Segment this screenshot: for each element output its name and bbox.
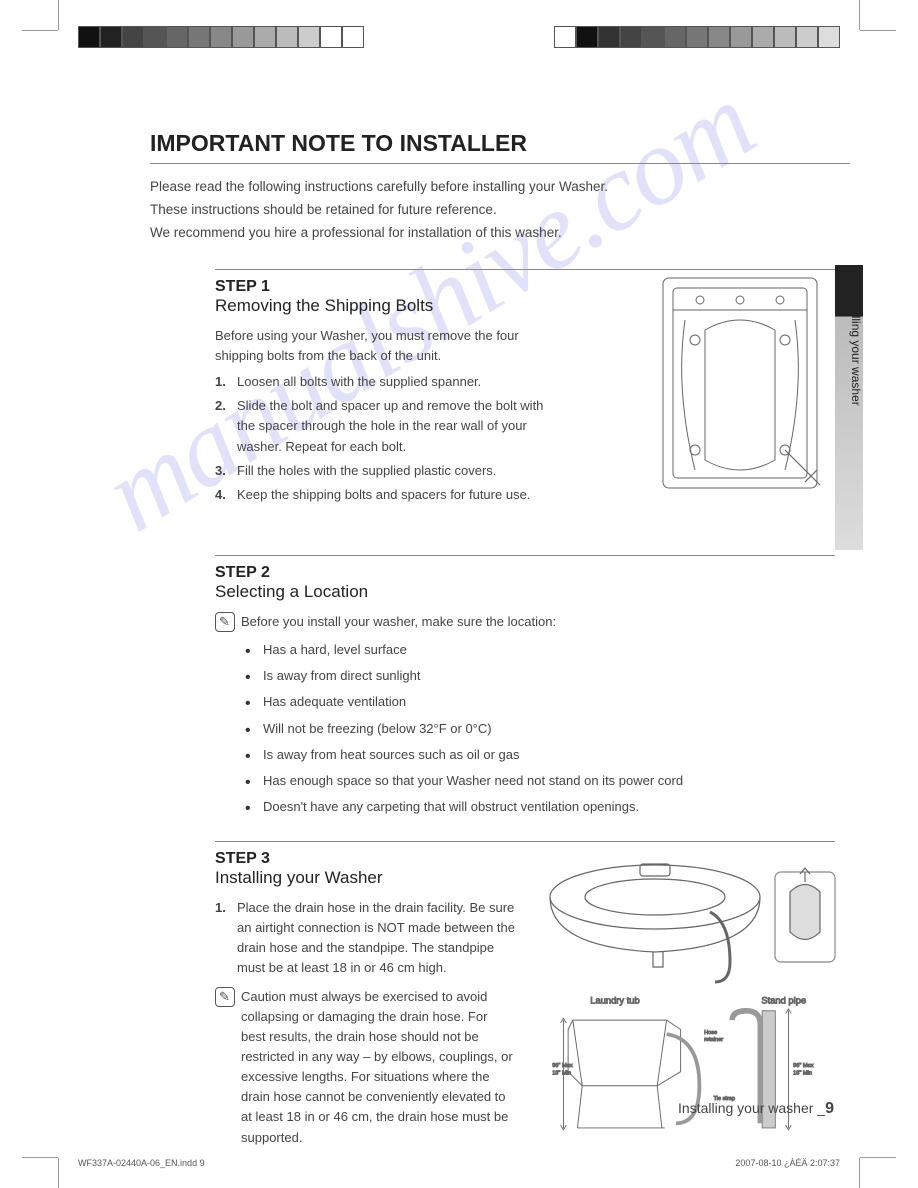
step2-title: Selecting a Location (215, 582, 835, 602)
svg-text:96" Max: 96" Max (793, 1063, 814, 1069)
list-text: Slide the bolt and spacer up and remove … (237, 398, 543, 453)
list-item: Is away from direct sunlight (245, 666, 835, 686)
crop-mark (860, 30, 896, 31)
list-text: Is away from heat sources such as oil or… (263, 747, 520, 762)
step2-body: Before you install your washer, make sur… (215, 612, 835, 817)
list-item: Doesn't have any carpeting that will obs… (245, 797, 835, 817)
list-text: Has a hard, level surface (263, 642, 407, 657)
step1-list: 1.Loosen all bolts with the supplied spa… (215, 372, 555, 505)
print-color-bar-right (554, 26, 840, 48)
svg-text:18" Min: 18" Min (552, 1071, 571, 1077)
print-color-bar-left (78, 26, 364, 48)
stand-pipe-label: Stand pipe (761, 995, 806, 1005)
svg-text:18" Min: 18" Min (793, 1071, 812, 1077)
list-item: Has a hard, level surface (245, 640, 835, 660)
step3-body: 1.Place the drain hose in the drain faci… (215, 898, 515, 1148)
step3-caution: Caution must always be exercised to avoi… (241, 987, 515, 1148)
step2-label: STEP 2 (215, 564, 835, 582)
list-item: Will not be freezing (below 32°F or 0°C) (245, 719, 835, 739)
step2-bullets: Has a hard, level surface Is away from d… (215, 640, 835, 817)
svg-text:retainer: retainer (704, 1037, 723, 1043)
list-item: Has enough space so that your Washer nee… (245, 771, 835, 791)
sink-diagram (535, 852, 845, 992)
list-text: Doesn't have any carpeting that will obs… (263, 799, 639, 814)
indd-filename: WF337A-02440A-06_EN.indd 9 (78, 1158, 205, 1168)
caution-icon (215, 987, 235, 1007)
page-content: IMPORTANT NOTE TO INSTALLER Please read … (150, 130, 850, 1156)
list-text: Has adequate ventilation (263, 694, 406, 709)
list-item: 1.Place the drain hose in the drain faci… (215, 898, 515, 979)
laundry-tub-label: Laundry tub (590, 995, 639, 1005)
crop-mark (859, 0, 860, 30)
footer-section: Installing your washer _ (678, 1100, 825, 1116)
footer-page: 9 (825, 1100, 834, 1117)
list-text: Loosen all bolts with the supplied spann… (237, 374, 481, 389)
list-text: Fill the holes with the supplied plastic… (237, 463, 496, 478)
list-text: Has enough space so that your Washer nee… (263, 773, 683, 788)
crop-mark (860, 1157, 896, 1158)
page-footer: Installing your washer _9 (678, 1100, 834, 1118)
list-item: 2.Slide the bolt and spacer up and remov… (215, 396, 555, 456)
step3-list: 1.Place the drain hose in the drain faci… (215, 898, 515, 979)
list-item: 1.Loosen all bolts with the supplied spa… (215, 372, 555, 392)
step1-block: STEP 1 Removing the Shipping Bolts Befor… (215, 269, 835, 505)
step1-lead: Before using your Washer, you must remov… (215, 326, 555, 366)
list-text: Is away from direct sunlight (263, 668, 421, 683)
intro-line: These instructions should be retained fo… (150, 199, 850, 222)
list-item: Has adequate ventilation (245, 692, 835, 712)
list-text: Will not be freezing (below 32°F or 0°C) (263, 721, 492, 736)
intro-line: Please read the following instructions c… (150, 176, 850, 199)
crop-mark (58, 0, 59, 30)
list-item: 4.Keep the shipping bolts and spacers fo… (215, 485, 555, 505)
tub-standpipe-diagram: Laundry tub Stand pipe 96" Max 18" Min 9… (535, 992, 845, 1142)
intro-block: Please read the following instructions c… (150, 176, 850, 245)
page-title: IMPORTANT NOTE TO INSTALLER (150, 130, 850, 164)
list-item: 3.Fill the holes with the supplied plast… (215, 461, 555, 481)
intro-line: We recommend you hire a professional for… (150, 222, 850, 245)
crop-mark (58, 1158, 59, 1188)
svg-text:Hose: Hose (704, 1030, 717, 1036)
list-text: Keep the shipping bolts and spacers for … (237, 487, 530, 502)
svg-text:96" Max: 96" Max (552, 1063, 573, 1069)
crop-mark (859, 1158, 860, 1188)
crop-mark (22, 30, 58, 31)
step1-body: Before using your Washer, you must remov… (215, 326, 555, 505)
step2-note: Before you install your washer, make sur… (241, 612, 835, 632)
washer-back-diagram (645, 270, 835, 500)
list-item: Is away from heat sources such as oil or… (245, 745, 835, 765)
indd-timestamp: 2007-08-10 ¿ÀÈÄ 2:07:37 (735, 1158, 840, 1168)
step2-block: STEP 2 Selecting a Location Before you i… (215, 555, 835, 817)
list-text: Place the drain hose in the drain facili… (237, 900, 515, 975)
crop-mark (22, 1157, 58, 1158)
note-icon (215, 612, 235, 632)
